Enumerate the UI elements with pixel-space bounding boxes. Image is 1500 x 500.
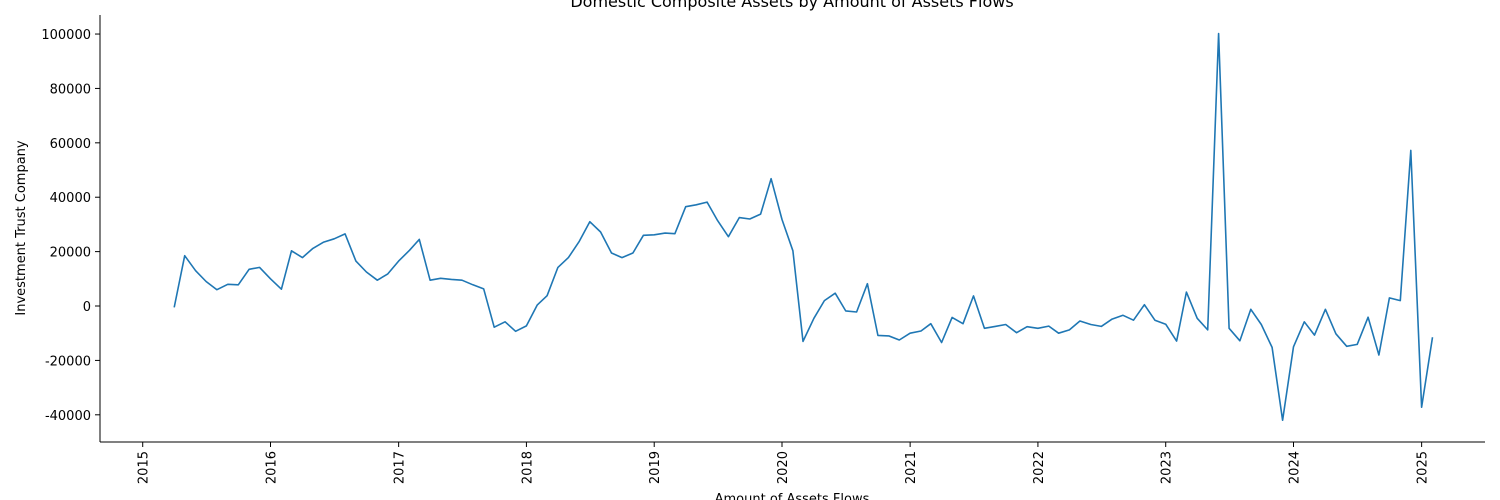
- x-tick-label: 2023: [1160, 451, 1175, 484]
- y-axis: -40000 -20000 0 20000 40000 60000 80000 100000: [41, 15, 101, 442]
- x-tick-label: 2021: [904, 451, 919, 484]
- x-tick-label: 2017: [393, 451, 408, 484]
- y-tick-label: 20000: [50, 246, 91, 261]
- x-axis: 2015 2016 2017 2018 2019 2020 2021 2022 2023 2024…: [100, 441, 1485, 484]
- x-tick-label: 2018: [520, 451, 535, 484]
- y-ticks: -40000 -20000 0 20000 40000 60000 80000 100000: [41, 28, 100, 424]
- y-tick-label: -40000: [45, 409, 91, 424]
- y-tick-label: -20000: [45, 354, 91, 369]
- x-tick-label: 2020: [776, 451, 791, 484]
- y-axis-title: Investment Trust Company: [14, 140, 29, 316]
- chart-title: Domestic Composite Assets by Amount of A…: [570, 0, 1013, 11]
- x-tick-label: 2019: [648, 451, 663, 484]
- x-tick-label: 2024: [1287, 451, 1302, 484]
- series-line: [173, 32, 1434, 422]
- plot-area: [173, 32, 1434, 422]
- x-tick-label: 2015: [137, 451, 152, 484]
- x-tick-label: 2016: [264, 451, 279, 484]
- y-tick-label: 100000: [41, 28, 91, 43]
- x-ticks: 2015 2016 2017 2018 2019 2020 2021 2022 2023 2024…: [137, 442, 1431, 484]
- y-tick-label: 80000: [50, 82, 91, 97]
- y-tick-label: 60000: [50, 137, 91, 152]
- y-tick-label: 40000: [50, 191, 91, 206]
- x-tick-label: 2025: [1416, 451, 1431, 484]
- x-tick-label: 2022: [1032, 451, 1047, 484]
- x-axis-title: Amount of Assets Flows: [715, 492, 870, 500]
- y-tick-label: 0: [83, 300, 91, 315]
